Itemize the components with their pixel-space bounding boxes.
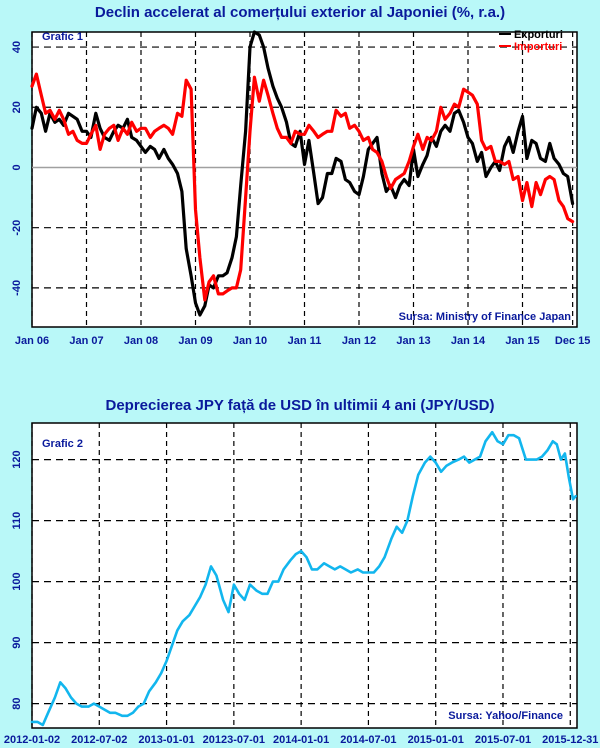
x-tick-label: Jan 15 (505, 335, 539, 347)
chart-2-series (30, 430, 578, 727)
chart-1-grid (31, 32, 577, 327)
x-tick-label: Jan 08 (124, 335, 158, 347)
chart-1-x-axis: Jan 06 Jan 07 Jan 08 Jan 09 Jan 10 Jan 11 Jan … (15, 335, 591, 347)
x-tick-label: 2012-01-02 (4, 734, 60, 746)
x-tick-label: Jan 12 (342, 335, 376, 347)
legend-importuri-label: Importuri (514, 41, 562, 53)
chart-2-title: Deprecierea JPY față de USD în ultimii 4… (105, 397, 494, 414)
chart-2-grid (31, 423, 577, 728)
y-tick-label: 120 (11, 450, 23, 468)
chart-1-title: Declin accelerat al comerțului exterior … (95, 4, 505, 21)
chart-2-x-axis: 2012-01-02 2012-07-02 2013-01-01 20123-07-0… (4, 734, 599, 746)
chart-2: Deprecierea JPY față de USD în ultimii 4… (4, 397, 599, 746)
x-tick-label: 2015-01-01 (408, 734, 464, 746)
legend-exporturi-label: Exporturi (514, 29, 563, 41)
chart-1-y-axis: -40 -20 0 20 40 (11, 41, 23, 296)
x-tick-label: Jan 14 (451, 335, 486, 347)
y-tick-label: 40 (11, 41, 23, 53)
x-tick-label: Jan 11 (288, 335, 322, 347)
y-tick-label: 100 (11, 572, 23, 590)
x-tick-label: Dec 15 (555, 335, 590, 347)
chart-1-series (30, 30, 575, 317)
x-tick-label: 2012-07-02 (71, 734, 127, 746)
series-line-importuri (30, 72, 575, 302)
chart-1-tag: Grafic 1 (42, 31, 83, 43)
y-tick-label: 110 (11, 512, 23, 530)
y-tick-label: -40 (11, 280, 23, 296)
y-tick-label: 80 (11, 697, 23, 709)
chart-1-source: Sursa: Ministry of Finance Japan (399, 311, 572, 323)
x-tick-label: 2013-01-01 (138, 734, 194, 746)
chart-2-tag: Grafic 2 (42, 438, 83, 450)
series-line-jpy-usd (30, 430, 578, 727)
y-tick-label: 20 (11, 101, 23, 113)
x-tick-label: Jan 13 (396, 335, 430, 347)
chart-2-plot-area (31, 422, 578, 729)
x-tick-label: Jan 09 (178, 335, 212, 347)
x-tick-label: 20123-07-01 (203, 734, 265, 746)
x-tick-label: Jan 10 (233, 335, 267, 347)
chart-1: Declin accelerat al comerțului exterior … (11, 4, 590, 347)
chart-2-y-axis: 80 90 100 110 120 (11, 450, 23, 709)
y-tick-label: 90 (11, 636, 23, 648)
x-tick-label: Jan 06 (15, 335, 49, 347)
x-tick-label: 2014-01-01 (273, 734, 329, 746)
chart-2-source: Sursa: Yahoo/Finance (448, 710, 563, 722)
y-tick-label: 0 (11, 164, 23, 170)
x-tick-label: 2015-07-01 (475, 734, 531, 746)
y-tick-label: -20 (11, 220, 23, 236)
x-tick-label: 2015-12-31 (542, 734, 598, 746)
chart-1-legend: Exporturi Importuri (499, 29, 563, 53)
x-tick-label: 2014-07-01 (340, 734, 396, 746)
x-tick-label: Jan 07 (69, 335, 103, 347)
